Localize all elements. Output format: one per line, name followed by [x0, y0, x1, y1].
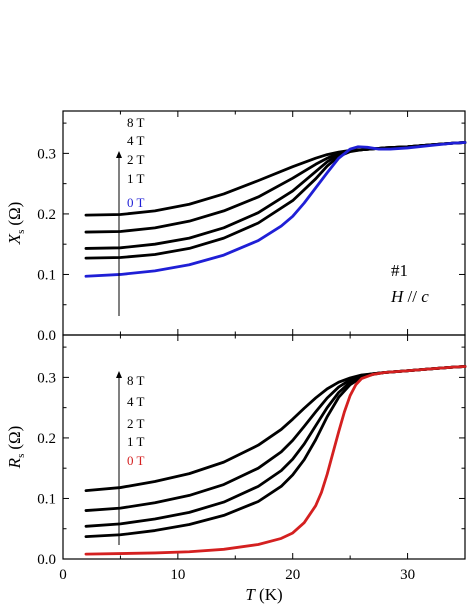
xs-y-tick-label: 0.2 [37, 207, 56, 223]
x-tick-label: 0 [59, 567, 67, 583]
xs-legend-label-zero-field: 0 T [127, 195, 145, 210]
rs-panel: 0.0 0.1 0.2 0.3 0 10 20 30 8 T 4 T 2 T 1 T 0 T … [5, 334, 467, 604]
xs-legend-label: 4 T [127, 133, 145, 148]
rs-ylabel-sub: s [15, 454, 27, 458]
xs-panel: 0.0 0.1 0.2 0.3 8 T 4 T 2 T 1 T 0 T #1 H //… [5, 110, 467, 344]
xs-y-tick-label: 0.3 [37, 146, 56, 162]
rs-y-tick-label: 0.3 [37, 370, 56, 386]
rs-ticks [62, 335, 466, 560]
x-tick-label: 10 [170, 567, 185, 583]
rs-y-axis-label: Rs (Ω) [5, 426, 27, 470]
parallel-symbol: // [403, 287, 421, 306]
rs-legend: 8 T 4 T 2 T 1 T 0 T [127, 373, 145, 468]
rs-y-tick-label: 0.1 [37, 491, 56, 507]
xs-ylabel-unit: (Ω) [5, 202, 24, 226]
rs-field-arrow-head [116, 371, 122, 378]
rs-ylabel-unit: (Ω) [5, 426, 24, 450]
xs-legend-label: 1 T [127, 171, 145, 186]
xs-ylabel-var: X [5, 233, 24, 245]
field-orientation-annotation: H // c [390, 287, 429, 306]
xs-legend-label: 2 T [127, 152, 145, 167]
x-tick-label: 20 [285, 567, 300, 583]
xlabel-unit: (K) [255, 585, 283, 604]
xs-series-group [84, 141, 467, 278]
xs-series-line [84, 141, 467, 278]
xs-y-tick-label: 0.0 [37, 328, 56, 344]
rs-legend-label: 4 T [127, 394, 145, 409]
xs-ylabel-sub: s [15, 230, 27, 234]
rs-legend-label: 1 T [127, 434, 145, 449]
rs-series-line [84, 365, 467, 538]
rs-y-tick-label: 0.0 [37, 552, 56, 568]
xlabel-var: T [245, 585, 256, 604]
rs-y-tick-label: 0.2 [37, 431, 56, 447]
rs-series-group [84, 365, 467, 556]
xs-y-tick-label: 0.1 [37, 267, 56, 283]
xs-field-arrow-head [116, 151, 122, 158]
xs-legend: 8 T 4 T 2 T 1 T 0 T [127, 115, 145, 210]
xs-legend-label: 8 T [127, 115, 145, 130]
sample-annotation: #1 [391, 261, 408, 280]
axis-var: c [421, 287, 429, 306]
field-var: H [390, 287, 405, 306]
rs-legend-label-zero-field: 0 T [127, 453, 145, 468]
rs-ylabel-var: R [5, 457, 24, 469]
rs-tick-labels: 0.0 0.1 0.2 0.3 0 10 20 30 [37, 370, 415, 583]
rs-legend-label: 8 T [127, 373, 145, 388]
x-axis-label: T (K) [245, 585, 282, 604]
xs-tick-labels: 0.0 0.1 0.2 0.3 [37, 146, 56, 344]
rs-plot-frame [62, 334, 466, 560]
rs-series-line [84, 365, 467, 556]
xs-y-axis-label: Xs (Ω) [5, 202, 27, 246]
x-tick-label: 30 [400, 567, 415, 583]
rs-legend-label: 2 T [127, 416, 145, 431]
